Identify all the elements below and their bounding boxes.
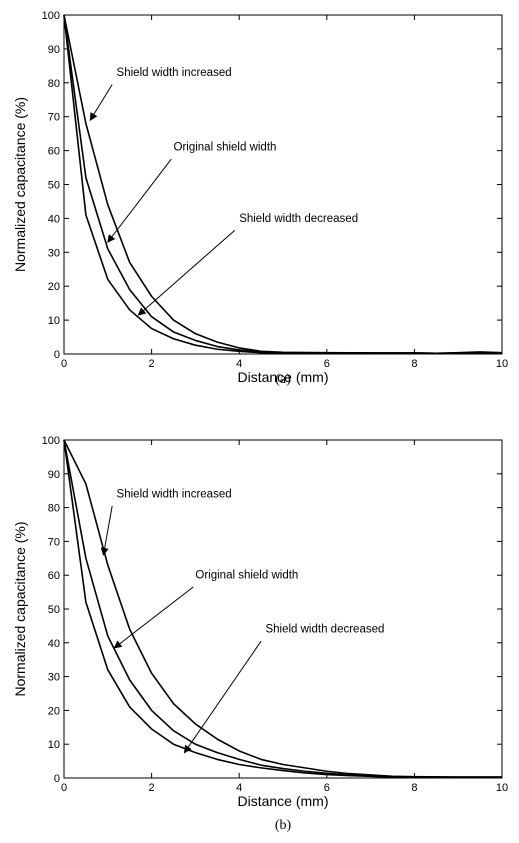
y-tick-label: 40 [48,638,60,650]
panel-caption: (b) [275,818,292,833]
y-tick-label: 0 [54,349,60,361]
series-line-increased [63,14,503,355]
x-tick-label: 6 [324,782,330,794]
y-tick-label: 20 [48,281,60,293]
y-tick-label: 90 [48,469,60,481]
series-line-decreased [63,14,503,355]
y-tick-label: 20 [48,705,60,717]
y-tick-label: 90 [48,44,60,56]
annotation-label: Shield width decreased [265,624,384,636]
annotation-label: Original shield width [195,570,298,582]
y-tick-label: 0 [54,773,60,785]
annotation-arrow [100,505,113,556]
y-tick-label: 100 [42,10,60,22]
y-axis-label: Normalized capacitance (%) [12,97,28,272]
x-tick-label: 0 [61,358,67,370]
y-tick-label: 60 [48,146,60,158]
y-tick-label: 100 [42,435,60,447]
x-tick-label: 8 [411,782,417,794]
annotation-arrow [113,586,194,649]
y-tick-label: 30 [48,672,60,684]
plot-frame [63,14,503,355]
x-tick-label: 4 [236,358,242,370]
x-tick-label: 0 [61,782,67,794]
x-tick-label: 10 [496,358,508,370]
y-tick-label: 30 [48,247,60,259]
y-axis-label: Normalized capacitance (%) [12,521,28,696]
y-tick-label: 40 [48,213,60,225]
y-tick-label: 50 [48,180,60,192]
x-tick-label: 8 [411,358,417,370]
x-tick-label: 2 [149,782,155,794]
annotation-arrow [137,229,236,316]
x-axis-label: Distance (mm) [237,369,328,385]
y-tick-label: 70 [48,536,60,548]
y-tick-label: 10 [48,739,60,751]
x-tick-label: 10 [496,782,508,794]
y-tick-label: 80 [48,78,60,90]
x-tick-label: 2 [149,358,155,370]
y-tick-label: 10 [48,315,60,327]
annotation-label: Shield width increased [117,488,232,500]
annotation-label: Shield width increased [117,67,232,79]
annotation-label: Original shield width [174,142,277,154]
x-axis-label: Distance (mm) [237,793,328,809]
annotation-label: Shield width decreased [239,213,358,225]
y-tick-label: 60 [48,570,60,582]
annotation-arrow [89,84,113,121]
y-tick-label: 80 [48,503,60,515]
y-tick-label: 50 [48,604,60,616]
series-line-decreased [63,439,502,779]
x-tick-label: 4 [236,782,242,794]
series-line-original [63,14,503,355]
x-tick-label: 6 [324,358,330,370]
panel-caption: (a) [275,372,291,387]
annotation-arrow [183,640,262,754]
y-tick-label: 70 [48,112,60,124]
annotation-arrow [107,158,172,243]
